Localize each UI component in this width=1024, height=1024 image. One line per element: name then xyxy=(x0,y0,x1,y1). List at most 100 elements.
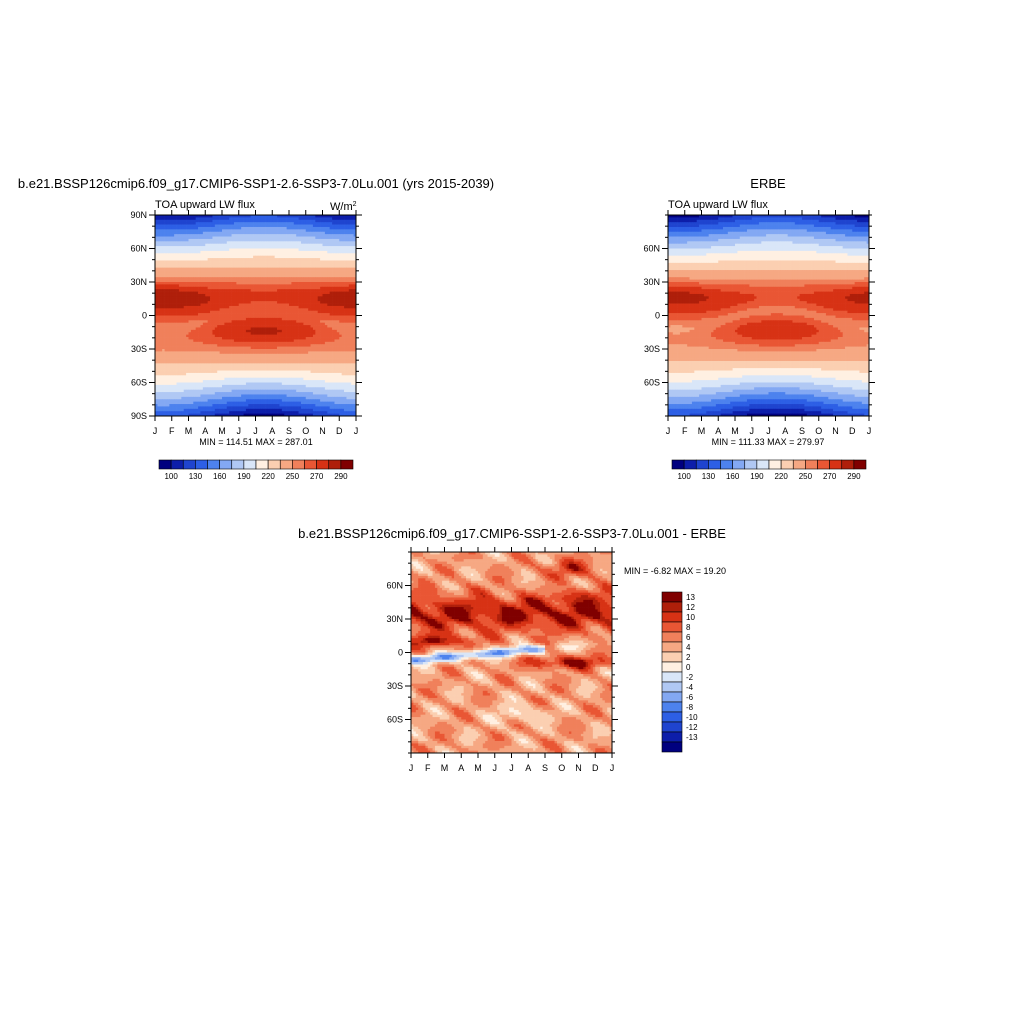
heatmap-cell xyxy=(265,215,268,218)
heatmap-cell xyxy=(300,279,304,283)
heatmap-cell xyxy=(351,236,354,240)
heatmap-cell xyxy=(346,339,350,343)
heatmap-cell xyxy=(222,339,225,343)
heatmap-cell xyxy=(353,267,356,271)
heatmap-cell xyxy=(171,217,175,221)
heatmap-cell xyxy=(267,351,271,355)
heatmap-cell xyxy=(169,298,173,302)
heatmap-cell xyxy=(284,317,287,321)
heatmap-cell xyxy=(214,260,218,264)
heatmap-cell xyxy=(217,255,220,259)
heatmap-cell xyxy=(241,303,244,307)
heatmap-cell xyxy=(255,289,259,292)
heatmap-cell xyxy=(183,231,187,235)
heatmap-cell xyxy=(229,332,232,335)
heatmap-cell xyxy=(195,351,199,355)
heatmap-cell xyxy=(224,320,228,324)
heatmap-cell xyxy=(353,289,356,292)
heatmap-cell xyxy=(181,327,185,331)
heatmap-cell xyxy=(159,286,163,290)
heatmap-cell xyxy=(339,286,342,290)
heatmap-cell xyxy=(281,229,285,233)
heatmap-cell xyxy=(210,229,213,233)
heatmap-cell xyxy=(200,241,204,245)
heatmap-cell xyxy=(289,327,292,331)
heatmap-cell xyxy=(279,310,283,314)
heatmap-cell xyxy=(269,253,273,257)
heatmap-cell xyxy=(178,284,182,288)
heatmap-cell xyxy=(224,301,228,304)
heatmap-cell xyxy=(243,219,247,223)
heatmap-cell xyxy=(241,313,244,316)
heatmap-cell xyxy=(279,339,283,343)
heatmap-cell xyxy=(291,353,295,357)
heatmap-cell xyxy=(241,317,244,321)
heatmap-cell xyxy=(274,262,278,266)
heatmap-cell xyxy=(274,313,278,316)
heatmap-cell xyxy=(219,315,223,319)
heatmap-cell xyxy=(236,349,240,352)
heatmap-cell xyxy=(332,238,335,242)
heatmap-cell xyxy=(224,248,228,252)
heatmap-cell xyxy=(286,293,290,297)
heatmap-cell xyxy=(344,341,347,345)
heatmap-cell xyxy=(238,255,242,259)
heatmap-cell xyxy=(248,253,252,257)
heatmap-cell xyxy=(310,234,314,237)
heatmap-cell xyxy=(183,346,187,350)
heatmap-cell xyxy=(181,224,185,228)
heatmap-cell xyxy=(260,286,264,290)
heatmap-cell xyxy=(181,289,185,292)
heatmap-cell xyxy=(248,226,252,230)
heatmap-cell xyxy=(164,282,168,285)
heatmap-cell xyxy=(164,291,168,295)
heatmap-cell xyxy=(255,238,259,242)
heatmap-cell xyxy=(233,293,237,297)
heatmap-cell xyxy=(178,320,182,324)
heatmap-cell xyxy=(341,325,345,328)
heatmap-cell xyxy=(344,262,347,266)
heatmap-cell xyxy=(286,298,290,302)
heatmap-cell xyxy=(351,341,354,345)
heatmap-cell xyxy=(229,231,232,235)
heatmap-cell xyxy=(171,327,175,331)
heatmap-cell xyxy=(222,305,225,309)
heatmap-cell xyxy=(312,222,316,225)
heatmap-cell xyxy=(279,344,283,347)
heatmap-cell xyxy=(238,301,242,304)
heatmap-cell xyxy=(255,337,259,340)
heatmap-cell xyxy=(265,305,268,309)
heatmap-cell xyxy=(286,332,290,335)
heatmap-cell xyxy=(214,224,218,228)
heatmap-cell xyxy=(265,277,268,280)
heatmap-cell xyxy=(183,243,187,247)
heatmap-cell xyxy=(303,351,307,355)
heatmap-cell xyxy=(190,327,194,331)
heatmap-cell xyxy=(257,217,261,221)
heatmap-cell xyxy=(195,317,199,321)
heatmap-cell xyxy=(210,286,213,290)
heatmap-cell xyxy=(315,270,319,273)
heatmap-cell xyxy=(272,346,275,350)
heatmap-cell xyxy=(281,260,285,264)
heatmap-cell xyxy=(210,246,213,249)
heatmap-cell xyxy=(322,272,326,276)
heatmap-cell xyxy=(353,310,356,314)
heatmap-cell xyxy=(269,231,273,235)
heatmap-cell xyxy=(169,320,173,324)
heatmap-cell xyxy=(272,229,275,233)
heatmap-cell xyxy=(351,346,354,350)
heatmap-cell xyxy=(198,286,201,290)
heatmap-cell xyxy=(300,243,304,247)
heatmap-cell xyxy=(159,231,163,235)
heatmap-cell xyxy=(348,224,352,228)
heatmap-cell xyxy=(281,320,285,324)
heatmap-cell xyxy=(176,341,180,345)
heatmap-cell xyxy=(279,234,283,237)
heatmap-cell xyxy=(281,310,285,314)
heatmap-cell xyxy=(272,293,275,297)
heatmap-cell xyxy=(217,224,220,228)
heatmap-cell xyxy=(229,258,232,261)
heatmap-cell xyxy=(262,322,266,326)
